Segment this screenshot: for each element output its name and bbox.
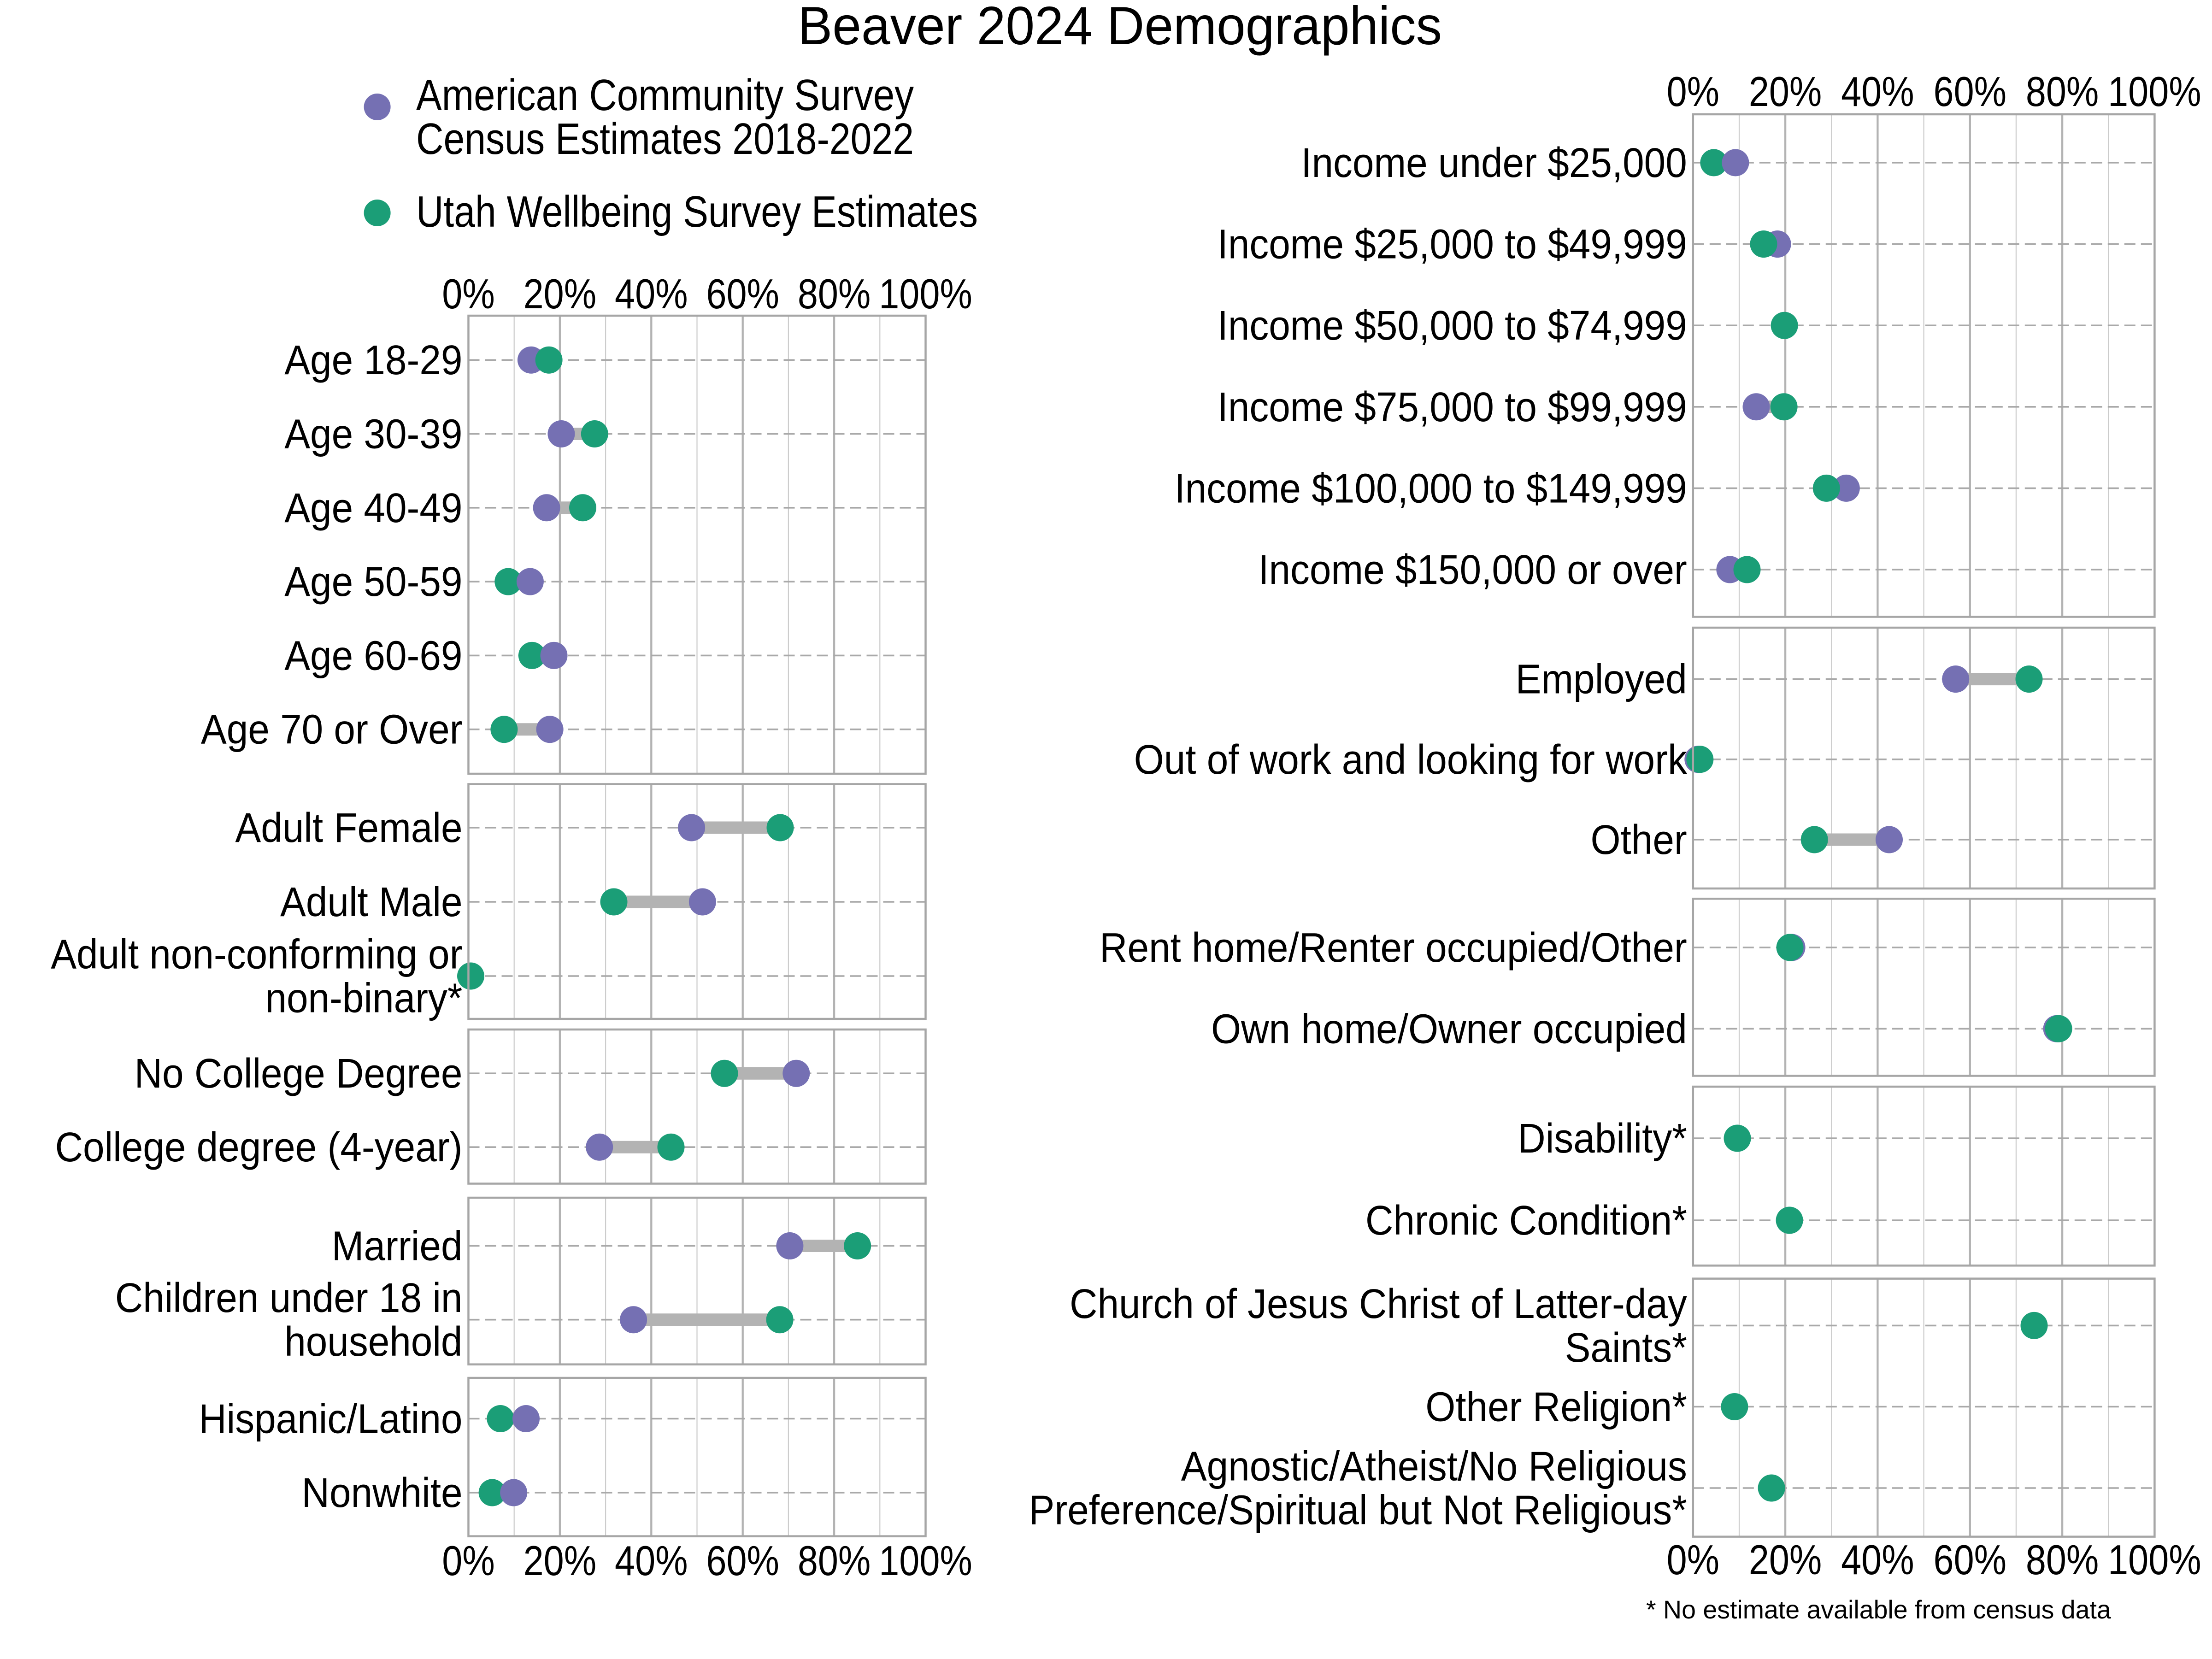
svg-text:No College Degree: No College Degree bbox=[135, 1051, 463, 1097]
svg-text:Census Estimates 2018-2022: Census Estimates 2018-2022 bbox=[416, 114, 914, 164]
svg-text:Out of work and looking for wo: Out of work and looking for work bbox=[1134, 737, 1688, 783]
svg-text:Employed: Employed bbox=[1516, 657, 1687, 703]
svg-text:Own home/Owner occupied: Own home/Owner occupied bbox=[1211, 1006, 1687, 1052]
svg-text:80%: 80% bbox=[798, 271, 871, 318]
svg-text:Income $150,000 or over: Income $150,000 or over bbox=[1258, 547, 1687, 593]
svg-text:Income $50,000 to $74,999: Income $50,000 to $74,999 bbox=[1218, 303, 1687, 349]
svg-text:0%: 0% bbox=[1667, 69, 1719, 115]
svg-text:Income $100,000 to $149,999: Income $100,000 to $149,999 bbox=[1175, 465, 1687, 512]
svg-text:0%: 0% bbox=[442, 1538, 494, 1584]
svg-text:Age 40-49: Age 40-49 bbox=[284, 485, 462, 531]
svg-text:80%: 80% bbox=[2026, 1537, 2099, 1583]
svg-text:40%: 40% bbox=[615, 271, 688, 318]
svg-text:60%: 60% bbox=[706, 1538, 779, 1584]
svg-text:Preference/Spiritual but Not R: Preference/Spiritual but Not Religious* bbox=[1029, 1488, 1687, 1534]
svg-text:Other Religion*: Other Religion* bbox=[1425, 1384, 1687, 1430]
svg-text:100%: 100% bbox=[2108, 69, 2201, 115]
svg-text:Saints*: Saints* bbox=[1565, 1325, 1687, 1371]
svg-text:Children under 18 in: Children under 18 in bbox=[115, 1275, 463, 1321]
svg-text:American Community Survey: American Community Survey bbox=[416, 71, 914, 120]
svg-text:40%: 40% bbox=[1841, 69, 1914, 115]
svg-text:Adult non-conforming or: Adult non-conforming or bbox=[51, 932, 462, 978]
svg-text:20%: 20% bbox=[524, 1538, 597, 1584]
svg-text:40%: 40% bbox=[615, 1538, 688, 1584]
svg-text:Adult Male: Adult Male bbox=[280, 879, 463, 925]
svg-text:Married: Married bbox=[332, 1224, 463, 1270]
svg-text:Age 70 or Over: Age 70 or Over bbox=[201, 707, 463, 753]
svg-text:0%: 0% bbox=[442, 271, 494, 318]
svg-text:non-binary*: non-binary* bbox=[265, 976, 462, 1022]
svg-text:Disability*: Disability* bbox=[1518, 1116, 1687, 1162]
svg-text:Hispanic/Latino: Hispanic/Latino bbox=[199, 1396, 462, 1442]
svg-text:100%: 100% bbox=[879, 271, 972, 318]
svg-text:80%: 80% bbox=[2026, 69, 2099, 115]
svg-text:Beaver 2024 Demographics: Beaver 2024 Demographics bbox=[798, 0, 1442, 56]
svg-text:Church of Jesus Christ of Latt: Church of Jesus Christ of Latter-day bbox=[1070, 1281, 1687, 1327]
svg-text:* No estimate available from c: * No estimate available from census data bbox=[1646, 1595, 2111, 1624]
svg-text:Income $75,000 to $99,999: Income $75,000 to $99,999 bbox=[1218, 384, 1687, 430]
svg-text:60%: 60% bbox=[1934, 69, 2007, 115]
svg-text:Age 30-39: Age 30-39 bbox=[284, 412, 462, 458]
svg-text:Agnostic/Atheist/No Religious: Agnostic/Atheist/No Religious bbox=[1181, 1444, 1687, 1490]
svg-text:Income under $25,000: Income under $25,000 bbox=[1301, 140, 1687, 186]
svg-text:Age 60-69: Age 60-69 bbox=[284, 633, 462, 679]
svg-text:Adult Female: Adult Female bbox=[235, 805, 462, 851]
svg-text:Age 50-59: Age 50-59 bbox=[284, 559, 462, 605]
svg-text:100%: 100% bbox=[879, 1538, 972, 1584]
svg-text:Other: Other bbox=[1591, 817, 1687, 863]
svg-text:Rent home/Renter occupied/Othe: Rent home/Renter occupied/Other bbox=[1100, 925, 1687, 971]
svg-text:household: household bbox=[284, 1319, 462, 1365]
svg-text:0%: 0% bbox=[1667, 1537, 1719, 1583]
svg-text:60%: 60% bbox=[706, 271, 779, 318]
svg-text:Nonwhite: Nonwhite bbox=[302, 1470, 463, 1516]
svg-text:80%: 80% bbox=[798, 1538, 871, 1584]
svg-text:Chronic Condition*: Chronic Condition* bbox=[1365, 1198, 1687, 1244]
svg-text:Income $25,000 to $49,999: Income $25,000 to $49,999 bbox=[1218, 222, 1687, 268]
svg-text:20%: 20% bbox=[1749, 1537, 1822, 1583]
svg-text:20%: 20% bbox=[524, 271, 597, 318]
svg-text:Utah Wellbeing Survey Estimate: Utah Wellbeing Survey Estimates bbox=[416, 187, 978, 236]
svg-text:60%: 60% bbox=[1934, 1537, 2007, 1583]
svg-text:40%: 40% bbox=[1841, 1537, 1914, 1583]
svg-text:20%: 20% bbox=[1749, 69, 1822, 115]
svg-text:College degree (4-year): College degree (4-year) bbox=[55, 1124, 463, 1171]
svg-text:100%: 100% bbox=[2108, 1537, 2201, 1583]
svg-text:Age 18-29: Age 18-29 bbox=[284, 337, 462, 383]
